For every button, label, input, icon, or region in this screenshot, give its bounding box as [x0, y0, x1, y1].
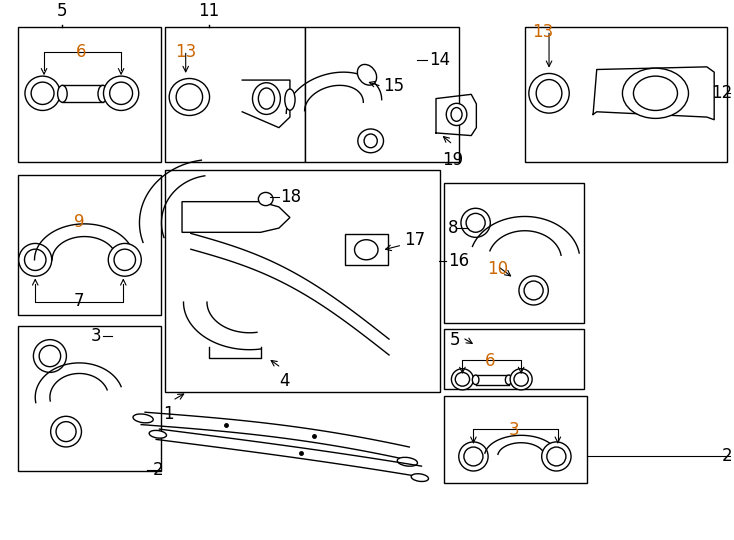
Text: 2: 2: [722, 448, 733, 465]
Text: 15: 15: [383, 77, 404, 96]
Ellipse shape: [529, 73, 570, 113]
Ellipse shape: [505, 375, 512, 384]
Ellipse shape: [536, 79, 562, 107]
Text: 18: 18: [280, 188, 302, 206]
Bar: [18, 27, 161, 162]
Ellipse shape: [285, 89, 295, 110]
Text: 9: 9: [74, 213, 84, 231]
Ellipse shape: [169, 78, 210, 116]
Polygon shape: [182, 201, 290, 232]
Bar: [18, 175, 161, 315]
Ellipse shape: [25, 76, 60, 111]
Text: 10: 10: [487, 260, 508, 278]
Ellipse shape: [451, 369, 473, 390]
Bar: [305, 27, 459, 162]
Text: 6: 6: [76, 43, 86, 61]
Text: 8: 8: [448, 219, 458, 237]
Ellipse shape: [397, 457, 418, 466]
Ellipse shape: [524, 281, 543, 300]
Ellipse shape: [39, 346, 61, 367]
Ellipse shape: [109, 244, 141, 276]
Bar: [345, 234, 388, 265]
Ellipse shape: [514, 373, 528, 386]
Ellipse shape: [466, 213, 485, 232]
Bar: [444, 396, 587, 483]
Text: 14: 14: [429, 51, 450, 69]
Ellipse shape: [459, 442, 488, 471]
Text: 3: 3: [509, 421, 519, 439]
Ellipse shape: [358, 129, 384, 153]
Ellipse shape: [176, 84, 203, 110]
Ellipse shape: [455, 373, 470, 386]
Bar: [444, 183, 584, 323]
Ellipse shape: [114, 249, 136, 271]
Ellipse shape: [451, 107, 462, 122]
Text: 6: 6: [485, 352, 495, 370]
Text: 4: 4: [280, 372, 290, 390]
Ellipse shape: [252, 83, 280, 114]
Ellipse shape: [510, 369, 532, 390]
Ellipse shape: [51, 416, 81, 447]
Ellipse shape: [464, 447, 483, 466]
Bar: [525, 27, 727, 162]
Text: 2: 2: [153, 461, 163, 478]
Ellipse shape: [355, 240, 378, 260]
Ellipse shape: [34, 340, 67, 373]
Ellipse shape: [109, 82, 133, 104]
Ellipse shape: [258, 88, 275, 109]
Ellipse shape: [622, 68, 688, 118]
Ellipse shape: [24, 249, 46, 271]
Bar: [18, 326, 161, 471]
Ellipse shape: [461, 208, 490, 238]
Ellipse shape: [56, 422, 76, 442]
Bar: [444, 328, 584, 389]
Ellipse shape: [103, 76, 139, 111]
Ellipse shape: [133, 414, 153, 423]
Bar: [165, 27, 305, 162]
Ellipse shape: [258, 192, 273, 206]
Bar: [165, 170, 440, 392]
Ellipse shape: [542, 442, 571, 471]
Ellipse shape: [473, 375, 479, 384]
Ellipse shape: [633, 76, 677, 111]
Ellipse shape: [98, 85, 107, 102]
Ellipse shape: [547, 447, 566, 466]
Ellipse shape: [446, 103, 467, 125]
Text: 11: 11: [199, 2, 219, 20]
Text: 13: 13: [175, 43, 196, 61]
Ellipse shape: [364, 134, 377, 148]
Text: 5: 5: [450, 331, 460, 349]
Text: 3: 3: [91, 327, 101, 346]
Text: 12: 12: [711, 84, 733, 102]
Text: 16: 16: [448, 252, 469, 270]
Text: 17: 17: [404, 231, 425, 249]
Text: 19: 19: [443, 151, 463, 170]
Ellipse shape: [31, 82, 54, 104]
Text: 1: 1: [164, 405, 174, 423]
Text: 7: 7: [74, 292, 84, 310]
Text: 5: 5: [57, 2, 68, 20]
Ellipse shape: [519, 276, 548, 305]
Ellipse shape: [357, 64, 377, 85]
Ellipse shape: [57, 85, 68, 102]
Ellipse shape: [19, 244, 51, 276]
Ellipse shape: [411, 474, 429, 482]
Ellipse shape: [149, 430, 167, 438]
Text: 13: 13: [533, 23, 553, 41]
